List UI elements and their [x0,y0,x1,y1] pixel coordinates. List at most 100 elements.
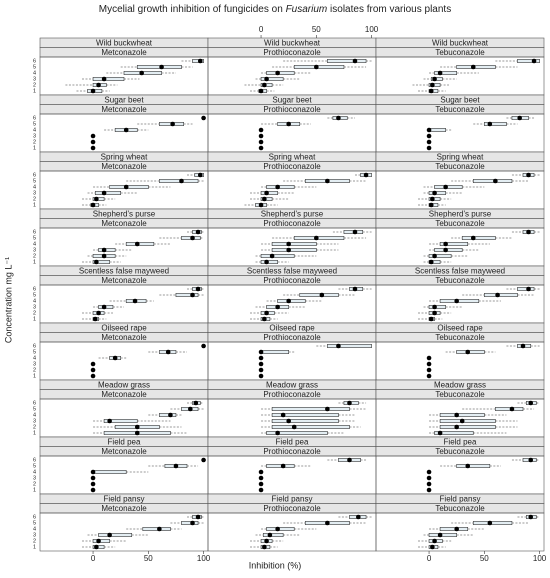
level-label: 2 [33,310,36,316]
median [90,481,96,487]
plant-label: Shepherd's purse [261,209,324,218]
median [258,361,264,367]
fungicide-label: Prothioconazole [263,105,321,114]
box [472,521,513,525]
median [195,514,201,520]
median [275,70,280,76]
box [266,527,295,531]
level-label: 5 [33,349,36,355]
box [293,236,345,240]
median [90,88,96,94]
median [90,145,96,151]
median [264,190,269,196]
box [439,419,496,423]
median [437,70,443,76]
level-label: 1 [33,259,36,265]
median [426,361,432,367]
median [258,145,264,151]
median [134,241,140,247]
median [258,481,264,487]
panel-frame [375,170,545,210]
fungicide-label: Tebuconazole [435,504,485,513]
panel-frame [39,455,209,495]
median [432,538,437,544]
chart-title: Mycelial growth inhibition of fungicides… [99,4,451,15]
box [428,305,446,309]
box [181,521,199,525]
median [336,343,341,349]
median [437,532,443,538]
median [487,121,493,127]
median [267,532,273,538]
median [454,298,459,304]
level-label: 2 [33,139,36,145]
median [258,367,264,373]
panel-frame [375,455,545,495]
plant-label: Field pea [108,437,141,446]
fungicide-label: Tebuconazole [435,276,485,285]
median [428,202,434,208]
median [173,463,179,469]
panel-frame [39,170,209,210]
x-tick-label: 0 [91,554,96,563]
level-label: 1 [33,316,36,322]
box [472,179,513,183]
median [258,139,264,145]
median [258,88,264,94]
box [266,464,295,468]
x-tick-label: 0 [259,25,264,34]
plant-label: Sugar beet [272,95,312,104]
level-label: 5 [33,178,36,184]
box [260,350,289,354]
box [125,242,155,246]
level-label: 6 [33,343,36,349]
median [195,286,201,292]
fungicide-label: Tebuconazole [435,447,485,456]
median [101,247,107,253]
level-label: 3 [33,76,36,82]
median [286,241,291,247]
median [291,424,297,430]
median [432,190,437,196]
x-tick-label: 50 [144,554,153,563]
level-label: 4 [33,184,36,190]
median [443,241,448,247]
median [426,145,432,151]
median [90,475,96,481]
plant-label: Scentless false mayweed [415,266,505,275]
median [352,58,358,64]
box [92,470,127,474]
median [134,424,140,430]
box [495,407,524,411]
median [258,475,264,481]
box [299,293,339,297]
box [428,128,446,132]
box [92,260,110,264]
box [260,77,284,81]
median [94,196,99,202]
median [201,343,206,349]
median [426,373,432,379]
fungicide-label: Metconazole [101,447,147,456]
median [520,343,526,349]
median [258,487,264,493]
plant-label: Field pansy [440,494,481,503]
median [264,76,269,82]
median [495,292,500,298]
median [96,82,101,88]
plant-label: Oilseed rape [101,323,147,332]
plant-label: Sugar beet [104,95,144,104]
fungicide-label: Prothioconazole [263,162,321,171]
fungicide-label: Tebuconazole [435,219,485,228]
x-tick-label: 0 [427,554,432,563]
y-axis-label: Concentration mg L⁻¹ [3,257,13,343]
median [437,430,443,436]
fungicide-label: Prothioconazole [263,447,321,456]
box [94,191,121,195]
median [493,178,498,184]
level-label: 2 [33,82,36,88]
x-tick-label: 50 [312,25,321,34]
median [430,82,435,88]
fungicide-label: Tebuconazole [435,333,485,342]
